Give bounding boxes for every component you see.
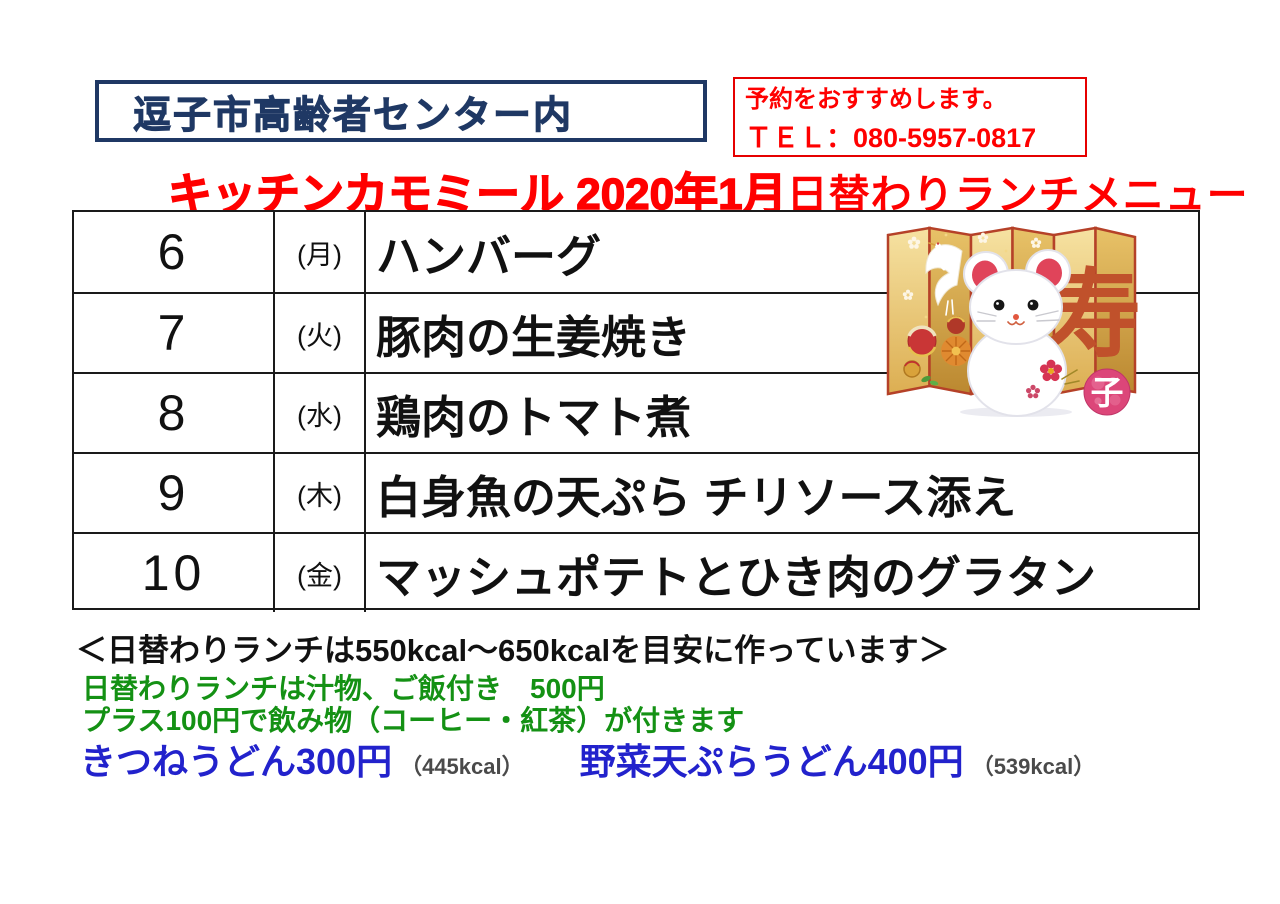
plum-blossom-icons	[902, 232, 1042, 319]
udon-price-row: きつねうどん300円 （445kcal） 野菜天ぷらうどん400円 （539kc…	[80, 733, 1095, 785]
reservation-box: 予約をおすすめします。 ＴＥＬ：080-5957-0817	[733, 77, 1087, 157]
calorie-note: ＜日替わりランチは550kcal～650kcalを目安に作っています＞	[76, 633, 950, 668]
day-cell: (月)	[275, 212, 366, 292]
phone-number: ＴＥＬ：080-5957-0817	[745, 123, 1037, 153]
reservation-note: 予約をおすすめします。	[745, 86, 1007, 113]
rat-kanji: 子	[1091, 373, 1124, 412]
date-cell: 9	[74, 452, 275, 532]
date-cell: 10	[74, 532, 275, 612]
date-cell: 8	[74, 372, 275, 452]
kitsune-udon-price: きつねうどん300円	[80, 741, 393, 782]
lunch-includes-note: 日替わりランチは汁物、ご飯付き 500円	[82, 673, 605, 704]
dish-cell: 鶏肉のトマト煮	[366, 372, 1198, 452]
tempura-udon-kcal: （539kcal）	[971, 754, 1096, 779]
date-cell: 7	[74, 292, 275, 372]
plum-pattern-icon	[1026, 359, 1080, 399]
temari-ball-icons	[903, 316, 965, 386]
day-cell: (火)	[275, 292, 366, 372]
location-label: 逗子市高齢者センター内	[132, 94, 574, 137]
tempura-udon-price: 野菜天ぷらうどん400円	[579, 741, 964, 782]
drink-option-note: プラス100円で飲み物（コーヒー・紅茶）が付きます	[82, 705, 745, 736]
day-cell: (木)	[275, 452, 366, 532]
date-cell: 6	[74, 212, 275, 292]
crane-icon	[925, 242, 963, 316]
dish-cell: 豚肉の生姜焼き	[366, 292, 1198, 372]
new-year-rat-illustration: 寿	[886, 226, 1138, 417]
day-cell: (金)	[275, 532, 366, 612]
location-box: 逗子市高齢者センター内	[95, 80, 707, 142]
zodiac-ball-icon: 子	[1083, 368, 1131, 416]
kitsune-udon-kcal: （445kcal）	[400, 754, 524, 779]
day-cell: (水)	[275, 372, 366, 452]
dish-cell: 白身魚の天ぷら チリソース添え	[366, 452, 1198, 532]
dish-cell: ハンバーグ	[376, 230, 602, 282]
white-mouse-icon	[960, 249, 1080, 417]
dish-cell: マッシュポテトとひき肉のグラタン	[366, 532, 1198, 612]
